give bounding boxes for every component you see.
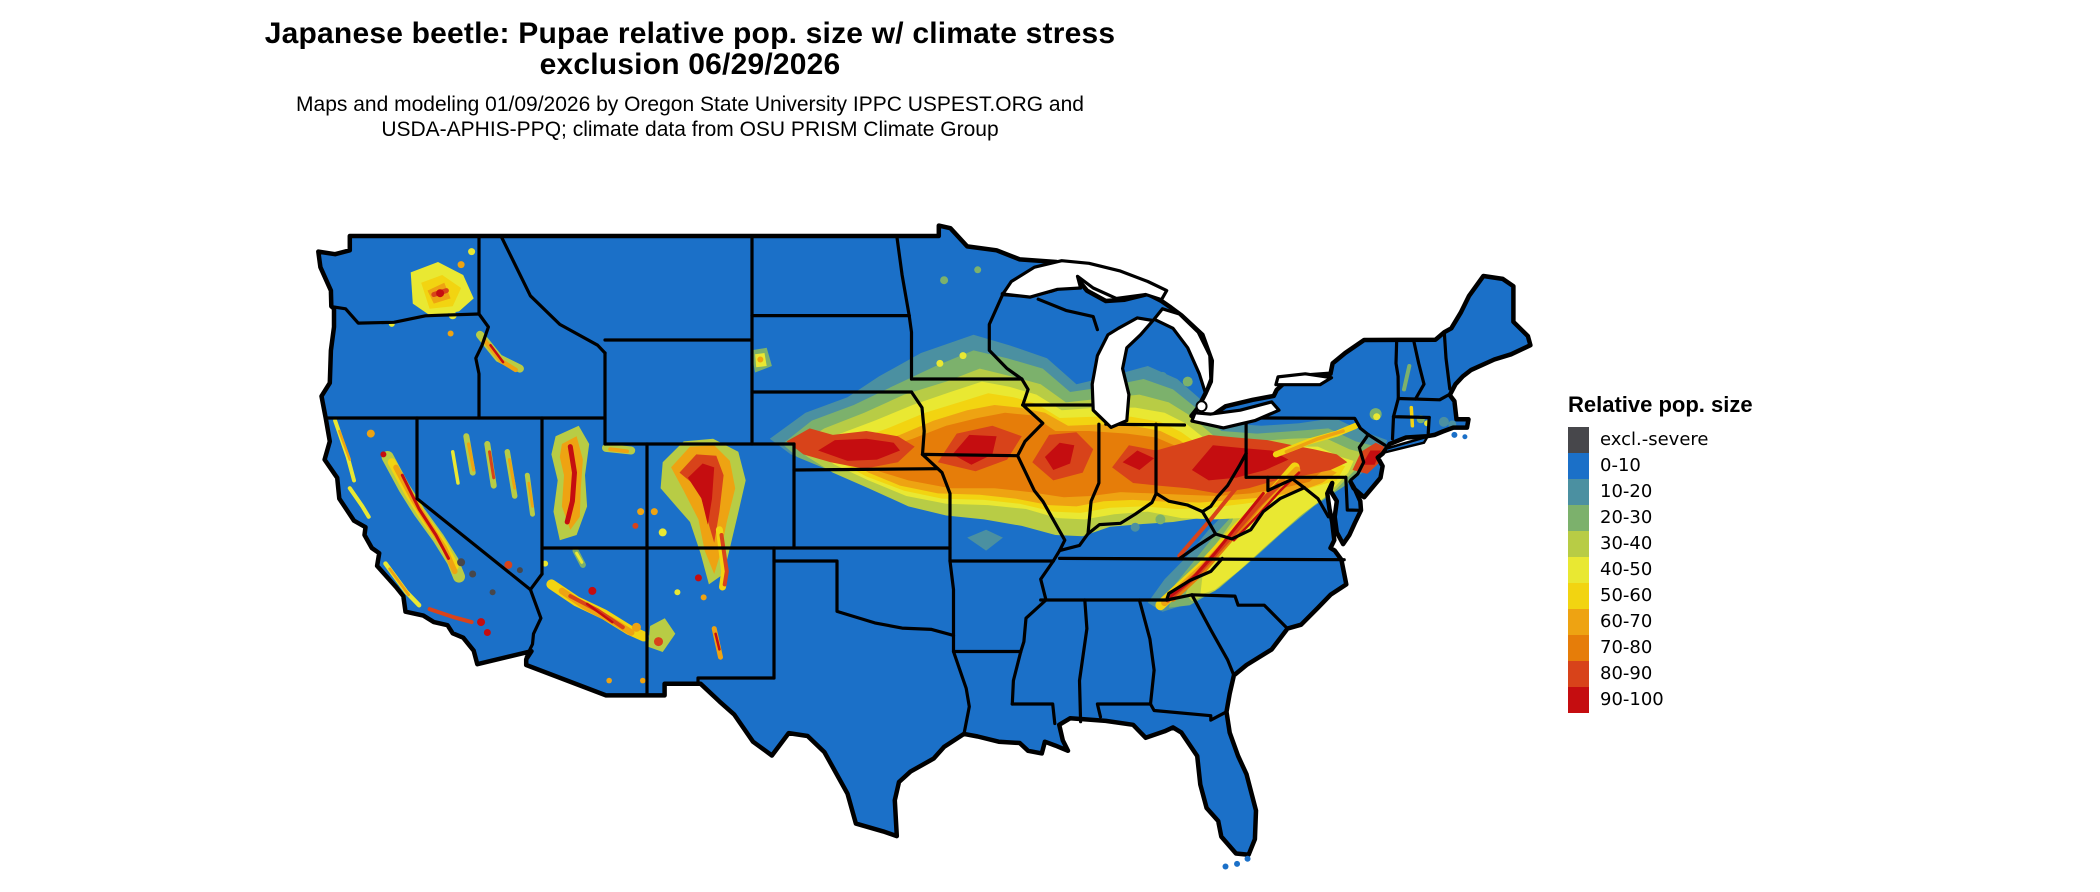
- legend-item: 40-50: [1568, 557, 1753, 583]
- legend-item: 0-10: [1568, 453, 1753, 479]
- legend-swatch: [1568, 635, 1589, 661]
- legend-swatch: [1568, 609, 1589, 635]
- legend-label: 70-80: [1600, 637, 1653, 658]
- page-title: Japanese beetle: Pupae relative pop. siz…: [0, 18, 1380, 80]
- legend-item: 60-70: [1568, 609, 1753, 635]
- title-line-2: exclusion 06/29/2026: [539, 48, 841, 81]
- legend-label: 90-100: [1600, 689, 1664, 710]
- subtitle-line-1: Maps and modeling 01/09/2026 by Oregon S…: [296, 93, 1084, 116]
- great-lakes: [1001, 259, 1334, 430]
- national-outline: [316, 223, 1533, 858]
- legend-swatch: [1568, 427, 1589, 453]
- subtitle-line-2: USDA-APHIS-PPQ; climate data from OSU PR…: [381, 118, 999, 141]
- legend-swatch: [1568, 583, 1589, 609]
- page-subtitle: Maps and modeling 01/09/2026 by Oregon S…: [0, 92, 1380, 142]
- legend-title: Relative pop. size: [1568, 392, 1753, 417]
- title-line-1: Japanese beetle: Pupae relative pop. siz…: [264, 17, 1116, 50]
- legend-label: 80-90: [1600, 663, 1653, 684]
- legend-swatch: [1568, 661, 1589, 687]
- legend-label: 10-20: [1600, 481, 1653, 502]
- legend-item: 10-20: [1568, 479, 1753, 505]
- legend-label: 20-30: [1600, 507, 1653, 528]
- legend-item: 80-90: [1568, 661, 1753, 687]
- islands: [1222, 431, 1468, 870]
- legend-item: 30-40: [1568, 531, 1753, 557]
- legend-swatch: [1568, 687, 1589, 713]
- state-borders: [324, 234, 1452, 736]
- legend-item: 90-100: [1568, 687, 1753, 713]
- legend-label: excl.-severe: [1600, 429, 1709, 450]
- legend-items: excl.-severe 0-10 10-20 20-30 30-40 40-50 50-6…: [1568, 427, 1753, 713]
- legend-item: 70-80: [1568, 635, 1753, 661]
- legend-label: 50-60: [1600, 585, 1653, 606]
- legend-swatch: [1568, 453, 1589, 479]
- heat-layer: [333, 248, 1457, 684]
- legend-swatch: [1568, 505, 1589, 531]
- legend-swatch: [1568, 531, 1589, 557]
- legend-swatch: [1568, 557, 1589, 583]
- legend-item: 20-30: [1568, 505, 1753, 531]
- us-map: [316, 223, 1533, 870]
- legend-label: 40-50: [1600, 559, 1653, 580]
- legend-item: 50-60: [1568, 583, 1753, 609]
- legend: Relative pop. size excl.-severe 0-10 10-20…: [1568, 392, 1753, 713]
- us-landmass: [318, 225, 1531, 855]
- legend-swatch: [1568, 479, 1589, 505]
- legend-label: 0-10: [1600, 455, 1641, 476]
- legend-label: 30-40: [1600, 533, 1653, 554]
- legend-item: excl.-severe: [1568, 427, 1753, 453]
- legend-label: 60-70: [1600, 611, 1653, 632]
